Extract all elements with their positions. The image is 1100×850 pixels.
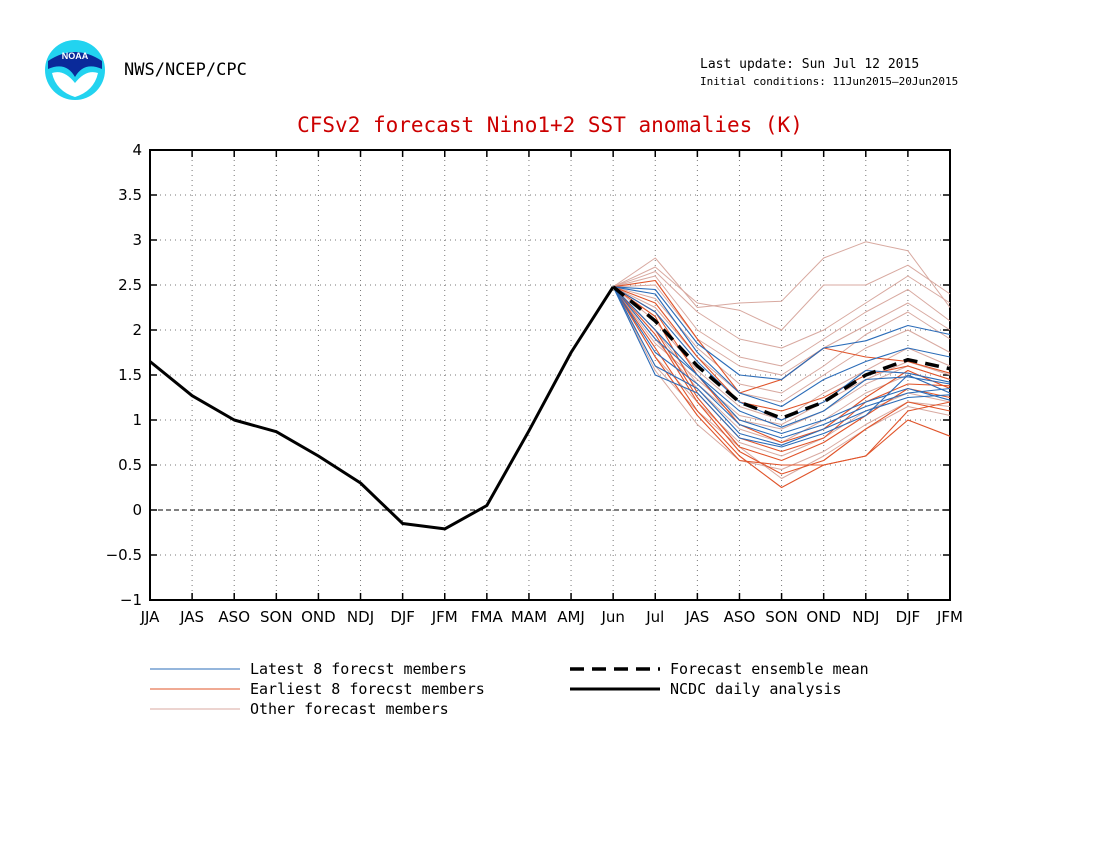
other-member-line [612,271,951,349]
x-tick-label: JJA [140,608,161,626]
y-tick-label: 1 [132,411,142,429]
other-member-line [612,241,951,308]
x-tick-label: Jun [600,608,624,626]
ensemble-mean-line [612,285,951,420]
earliest-member-line [612,286,951,412]
x-tick-label: AMJ [557,608,585,626]
latest-member-line [613,286,951,408]
y-tick-label: −0.5 [106,546,142,564]
other-member-line [612,286,951,425]
other-member-line [612,286,951,470]
latest-member-line [612,286,951,448]
x-tick-label: JAS [684,608,709,626]
legend-other-label: Other forecast members [250,700,449,718]
y-tick-label: 2 [132,321,142,339]
logo-text: NOAA [62,51,89,61]
initial-conditions: Initial conditions: 11Jun2015–20Jun2015 [700,75,959,88]
earliest-member-line [612,286,951,489]
latest-member-line [612,286,951,446]
legend-mean-label: Forecast ensemble mean [670,660,869,678]
y-tick-label: 3 [132,231,142,249]
earliest-member-line [612,286,951,444]
y-tick-label: 0.5 [118,456,142,474]
y-tick-label: 4 [132,141,142,159]
legend-analysis-label: NCDC daily analysis [670,680,842,698]
x-tick-label: OND [301,608,336,626]
x-tick-label: NDJ [347,608,374,626]
earliest-member-line [612,286,951,475]
latest-member-line [612,286,951,435]
earliest-member-line [612,286,951,462]
latest-member-line [612,286,951,421]
other-member-line [612,286,951,403]
other-member-line [613,284,951,376]
earliest-member-line [612,286,951,453]
x-tick-label: JFM [936,608,963,626]
x-tick-label: Jul [645,608,664,626]
analysis-line [149,285,615,531]
x-tick-label: JAS [179,608,204,626]
x-tick-label: OND [806,608,841,626]
y-tick-label: 0 [132,501,142,519]
x-tick-label: NDJ [852,608,879,626]
y-tick-label: 3.5 [118,186,142,204]
y-tick-label: 2.5 [118,276,142,294]
x-tick-label: DJF [390,608,415,626]
other-member-line [612,286,951,457]
legend-latest-label: Latest 8 forecst members [250,660,467,678]
y-tick-label: 1.5 [118,366,142,384]
latest-member-line [613,286,951,381]
x-tick-label: SON [765,608,798,626]
agency-name: NWS/NCEP/CPC [124,60,247,80]
other-member-line [613,275,951,367]
x-tick-label: FMA [471,608,504,626]
x-tick-label: SON [260,608,293,626]
x-tick-label: ASO [724,608,756,626]
last-update: Last update: Sun Jul 12 2015 [700,57,920,72]
other-member-line [613,286,951,394]
chart-title: CFSv2 forecast Nino1+2 SST anomalies (K) [297,113,803,137]
other-member-line [612,264,951,331]
y-tick-label: −1 [120,591,142,609]
earliest-member-line [612,286,951,466]
latest-member-line [612,286,951,428]
x-tick-label: ASO [218,608,250,626]
noaa-logo: NOAA [44,39,106,101]
x-tick-label: JFM [431,608,458,626]
x-tick-label: MAM [511,608,547,626]
latest-member-line [612,286,951,439]
legend-earliest-label: Earliest 8 forecst members [250,680,485,698]
x-tick-label: DJF [896,608,921,626]
